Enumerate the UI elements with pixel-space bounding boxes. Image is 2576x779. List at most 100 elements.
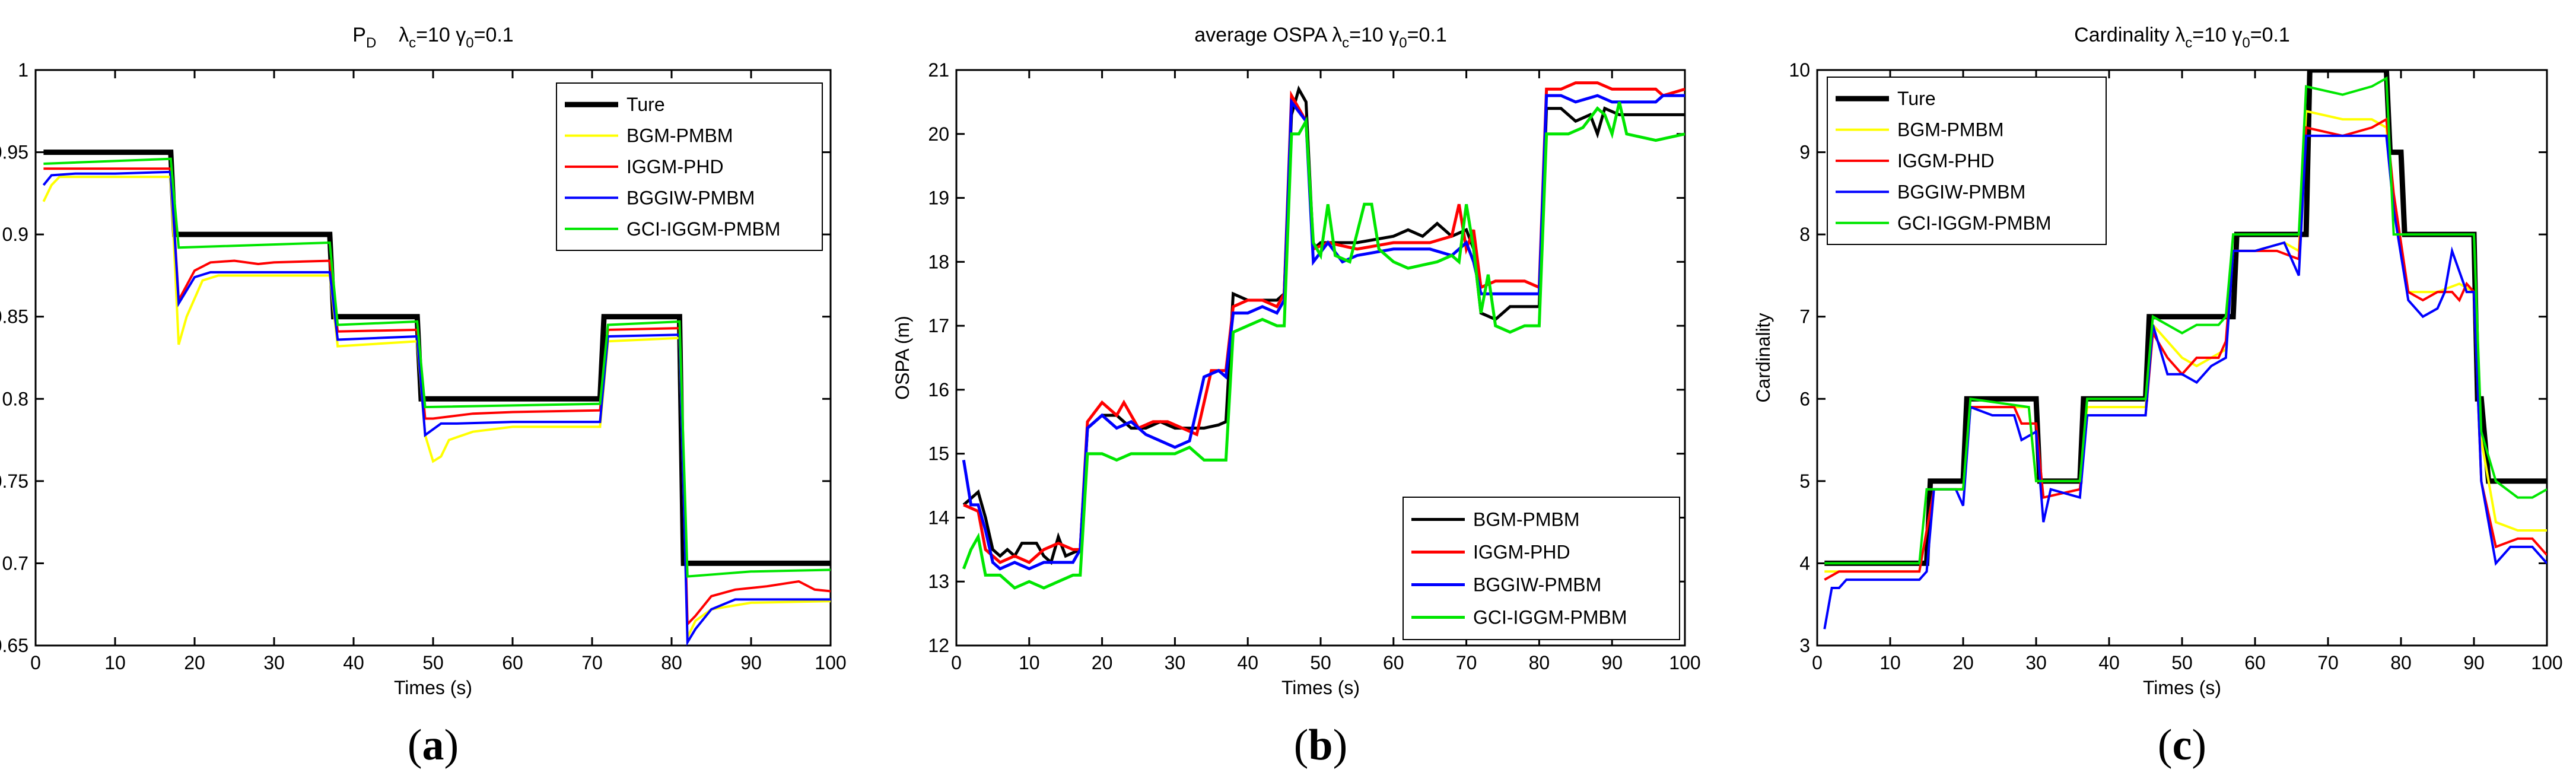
legend: Ture BGM-PMBM IGGM-PHD BGGIW-PMBM GCI-IGGM-P…	[556, 82, 823, 251]
series-group	[1823, 70, 2547, 629]
y-tick-label: 0.7	[2, 552, 28, 574]
y-tick-label: 0.65	[0, 635, 28, 656]
title-part: average OSPA	[1194, 24, 1332, 46]
title-part: =10	[2192, 24, 2227, 46]
x-tick-label: 70	[1456, 652, 1477, 673]
x-tick-label: 30	[263, 652, 285, 673]
legend-label: BGGIW-PMBM	[1897, 181, 2025, 202]
panel-label: (a)	[408, 721, 459, 770]
legend-label: BGM-PMBM	[1473, 509, 1580, 530]
legend-label: IGGM-PHD	[626, 156, 724, 177]
title-part	[376, 24, 399, 46]
series-line-gci-iggm-pmbm	[43, 157, 831, 578]
y-tick-label: 7	[1799, 306, 1810, 328]
x-tick-label: 60	[2244, 652, 2266, 673]
title-part: D	[366, 35, 376, 51]
panel-paren-open: (	[408, 721, 422, 770]
title-part: γ	[2232, 24, 2242, 46]
series-line-bgm-pmbm	[962, 85, 1685, 565]
legend: BGM-PMBM IGGM-PHD BGGIW-PMBM GCI-IGGM-PMBM	[1403, 497, 1680, 640]
y-axis-label-main: OSPA (m)	[892, 316, 913, 400]
panel-letter: b	[1308, 721, 1332, 770]
legend-label: GCI-IGGM-PMBM	[1473, 607, 1627, 628]
x-tick-label: 50	[2171, 652, 2193, 673]
y-tick-label: 5	[1799, 470, 1810, 492]
legend-label: BGGIW-PMBM	[1473, 574, 1601, 596]
series-line-bggiw-pmbm	[42, 170, 831, 646]
series-line-bggiw-pmbm	[962, 94, 1685, 571]
y-tick-label: 0.85	[0, 306, 28, 328]
title-part: c	[409, 35, 416, 51]
x-tick-label: 100	[2531, 652, 2562, 673]
x-axis-label: Times (s)	[2143, 677, 2221, 698]
x-tick-label: 30	[1165, 652, 1186, 673]
x-tick-label: 100	[815, 652, 846, 673]
y-tick-label: 1	[18, 59, 28, 81]
y-tick-label: 0.9	[2, 224, 28, 245]
title-part: γ	[456, 24, 466, 46]
x-tick-label: 70	[581, 652, 603, 673]
panel-label: (b)	[1294, 721, 1347, 770]
y-tick-label: 13	[928, 571, 949, 592]
title-part: 0	[2242, 35, 2250, 51]
x-tick-label: 90	[740, 652, 762, 673]
x-tick-label: 20	[184, 652, 205, 673]
series-line-iggm-phd	[43, 167, 831, 627]
x-tick-label: 40	[2098, 652, 2120, 673]
y-tick-label: 17	[928, 315, 949, 336]
x-tick-label: 90	[2463, 652, 2485, 673]
x-tick-label: 70	[2317, 652, 2339, 673]
x-tick-label: 10	[1019, 652, 1040, 673]
chart-b-ospa: 0 10 20 30 40 50 60 70 80 90 100 12 13 14 15 16 17 18 19 20…	[892, 24, 1701, 770]
panel-paren-close: )	[1333, 721, 1348, 770]
y-tick-label: 0.8	[2, 388, 28, 409]
x-tick-label: 60	[502, 652, 523, 673]
y-tick-label: 12	[928, 635, 949, 656]
y-tick-label: 6	[1799, 388, 1810, 409]
title-part: c	[1342, 35, 1349, 51]
title-part: 0	[1399, 35, 1407, 51]
chart-title: PD λc=10 γ0=0.1	[352, 24, 513, 51]
legend-label: BGM-PMBM	[1897, 119, 2004, 141]
y-tick-label: 21	[928, 59, 949, 81]
panel-letter: a	[422, 721, 444, 770]
title-part: λ	[2175, 24, 2185, 46]
y-tick-label: 19	[928, 187, 949, 209]
title-part: =10	[1349, 24, 1384, 46]
title-part: λ	[1332, 24, 1342, 46]
x-tick-label: 100	[1669, 652, 1700, 673]
panel-paren-close: )	[444, 721, 459, 770]
series-line-gci-iggm-pmbm	[962, 101, 1685, 590]
title-part: 0	[466, 35, 473, 51]
legend-label: IGGM-PHD	[1473, 542, 1570, 563]
y-tick-label: 0.75	[0, 470, 28, 492]
x-tick-label: 0	[1812, 652, 1823, 673]
y-axis-label: OSPA (m)	[892, 316, 913, 400]
panel-paren-open: (	[2158, 721, 2173, 770]
legend-label: Ture	[626, 94, 665, 115]
chart-c-cardinality: 0 10 20 30 40 50 60 70 80 90 100 3 4 5 6 7 8 9 10 Cardinali…	[1753, 24, 2563, 770]
title-part: =0.1	[474, 24, 514, 46]
title-part: c	[2185, 35, 2192, 51]
y-tick-label: 16	[928, 379, 949, 400]
y-tick-label: 15	[928, 443, 949, 465]
legend-label: Ture	[1897, 88, 1936, 109]
y-tick-label: 0.95	[0, 142, 28, 163]
title-part	[2227, 24, 2232, 46]
x-tick-label: 50	[422, 652, 444, 673]
legend-label: IGGM-PHD	[1897, 150, 1995, 171]
panel-letter: c	[2173, 721, 2192, 770]
x-tick-label: 20	[1092, 652, 1113, 673]
y-axis-label: Cardinality	[1753, 313, 1774, 402]
x-tick-label: 80	[661, 652, 682, 673]
x-tick-label: 50	[1310, 652, 1331, 673]
y-tick-label: 4	[1799, 552, 1810, 574]
y-axis-label-main: Cardinality	[1753, 313, 1774, 402]
title-part	[1384, 24, 1389, 46]
panel-paren-open: (	[1294, 721, 1309, 770]
legend-label: GCI-IGGM-PMBM	[626, 218, 781, 240]
y-tick-label: 14	[928, 507, 949, 528]
chart-title: average OSPA λc=10 γ0=0.1	[1194, 24, 1446, 51]
y-tick-label: 8	[1799, 224, 1810, 245]
